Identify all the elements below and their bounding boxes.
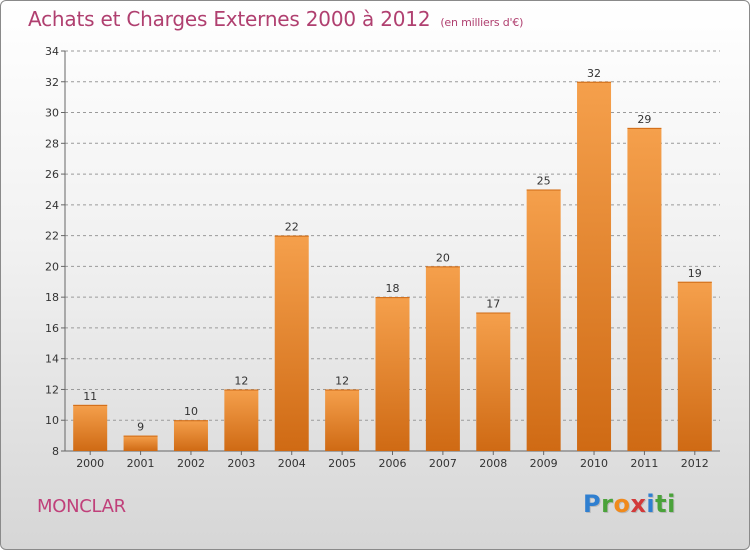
x-tick-label: 2009 bbox=[530, 457, 558, 470]
x-tick-label: 2012 bbox=[681, 457, 709, 470]
bar bbox=[73, 404, 108, 451]
y-tick-label: 16 bbox=[45, 322, 59, 335]
x-tick-label: 2000 bbox=[76, 457, 104, 470]
bar bbox=[325, 389, 360, 451]
x-tick-label: 2007 bbox=[429, 457, 457, 470]
bar-value-label: 10 bbox=[184, 405, 198, 418]
chart-subtitle: (en milliers d'€) bbox=[440, 16, 524, 29]
bar-value-label: 18 bbox=[386, 282, 400, 295]
labels: 8 10 12 14 16 18 20 22 24 26 28 30 32 34 11 2000 9 2001 10… bbox=[45, 45, 709, 470]
chart-title: Achats et Charges Externes 2000 à 2012 (e… bbox=[28, 7, 523, 31]
y-tick-label: 10 bbox=[45, 414, 59, 427]
bar-value-label: 19 bbox=[688, 267, 702, 280]
x-tick-label: 2010 bbox=[580, 457, 608, 470]
bar bbox=[224, 389, 259, 451]
x-tick-label: 2006 bbox=[379, 457, 407, 470]
bar-value-label: 11 bbox=[83, 390, 97, 403]
bar bbox=[123, 435, 158, 451]
bar-value-label: 17 bbox=[486, 298, 500, 311]
bar-value-label: 12 bbox=[335, 374, 349, 387]
bars bbox=[73, 81, 712, 452]
bar bbox=[577, 81, 612, 452]
bar bbox=[425, 266, 460, 451]
y-tick-label: 8 bbox=[52, 445, 59, 458]
y-tick-label: 34 bbox=[45, 45, 59, 58]
bar-value-label: 20 bbox=[436, 251, 450, 264]
bar-value-label: 32 bbox=[587, 67, 601, 80]
y-tick-label: 30 bbox=[45, 107, 59, 120]
x-tick-label: 2011 bbox=[630, 457, 658, 470]
x-tick-label: 2002 bbox=[177, 457, 205, 470]
y-tick-label: 32 bbox=[45, 76, 59, 89]
bar bbox=[375, 297, 410, 451]
bar bbox=[526, 189, 561, 451]
y-tick-label: 18 bbox=[45, 291, 59, 304]
y-tick-label: 26 bbox=[45, 168, 59, 181]
bar bbox=[677, 281, 712, 451]
x-tick-label: 2003 bbox=[227, 457, 255, 470]
bar bbox=[274, 235, 309, 451]
bar-value-label: 9 bbox=[137, 421, 144, 434]
bar bbox=[627, 127, 662, 451]
y-tick-label: 22 bbox=[45, 230, 59, 243]
bar bbox=[476, 312, 511, 451]
y-tick-label: 28 bbox=[45, 137, 59, 150]
x-tick-label: 2004 bbox=[278, 457, 306, 470]
y-tick-label: 20 bbox=[45, 260, 59, 273]
x-tick-label: 2008 bbox=[479, 457, 507, 470]
chart-title-text: Achats et Charges Externes 2000 à 2012 bbox=[28, 7, 431, 31]
bar-value-label: 29 bbox=[637, 113, 651, 126]
y-tick-label: 12 bbox=[45, 383, 59, 396]
x-tick-label: 2005 bbox=[328, 457, 356, 470]
proxiti-logo[interactable]: Proxiti bbox=[583, 490, 676, 518]
y-tick-label: 24 bbox=[45, 199, 59, 212]
bar-value-label: 25 bbox=[537, 174, 551, 187]
commune-name: MONCLAR bbox=[37, 496, 126, 517]
bar-value-label: 12 bbox=[234, 374, 248, 387]
y-tick-label: 14 bbox=[45, 353, 59, 366]
x-tick-label: 2001 bbox=[127, 457, 155, 470]
bar bbox=[173, 420, 208, 451]
bar-value-label: 22 bbox=[285, 221, 299, 234]
